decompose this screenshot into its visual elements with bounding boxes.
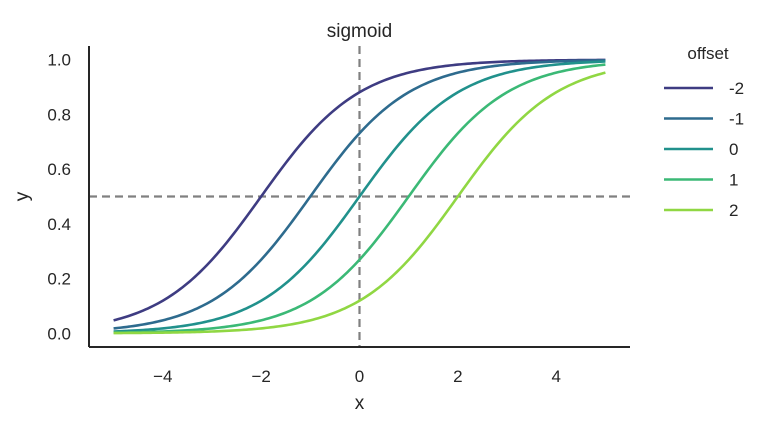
legend-label--1: -1 [729, 110, 744, 129]
tick-marks: −4 −2 0 2 4 0.0 0.2 0.4 0.6 0.8 1.0 [47, 51, 561, 386]
legend-label-1: 1 [729, 171, 738, 190]
y-tick-label: 0.0 [47, 324, 71, 343]
y-axis-title: y [12, 191, 33, 201]
x-axis-title: x [355, 393, 365, 414]
x-tick-label: −2 [251, 367, 270, 386]
x-tick-label: 2 [453, 367, 462, 386]
series-line--2 [113, 58, 606, 322]
series-line--1 [113, 59, 606, 330]
y-tick-label: 0.2 [47, 270, 71, 289]
y-tick-label: 1.0 [47, 51, 71, 70]
chart-title: sigmoid [327, 21, 392, 42]
y-tick-label: 0.4 [47, 215, 71, 234]
x-tick-label: 0 [355, 367, 364, 386]
legend-label--2: -2 [729, 79, 744, 98]
y-tick-label: 0.8 [47, 105, 71, 124]
legend: offset -2 -1 0 1 2 [664, 44, 744, 220]
y-tick-label: 0.6 [47, 160, 71, 179]
legend-label-2: 2 [729, 201, 738, 220]
series-line-0 [113, 60, 606, 333]
legend-label-0: 0 [729, 140, 738, 159]
legend-title: offset [687, 44, 729, 63]
series-line-1 [113, 63, 606, 334]
series-lines [113, 58, 606, 335]
series-line-2 [113, 71, 606, 335]
axes [88, 46, 630, 348]
x-tick-label: −4 [153, 367, 172, 386]
x-tick-label: 4 [551, 367, 560, 386]
